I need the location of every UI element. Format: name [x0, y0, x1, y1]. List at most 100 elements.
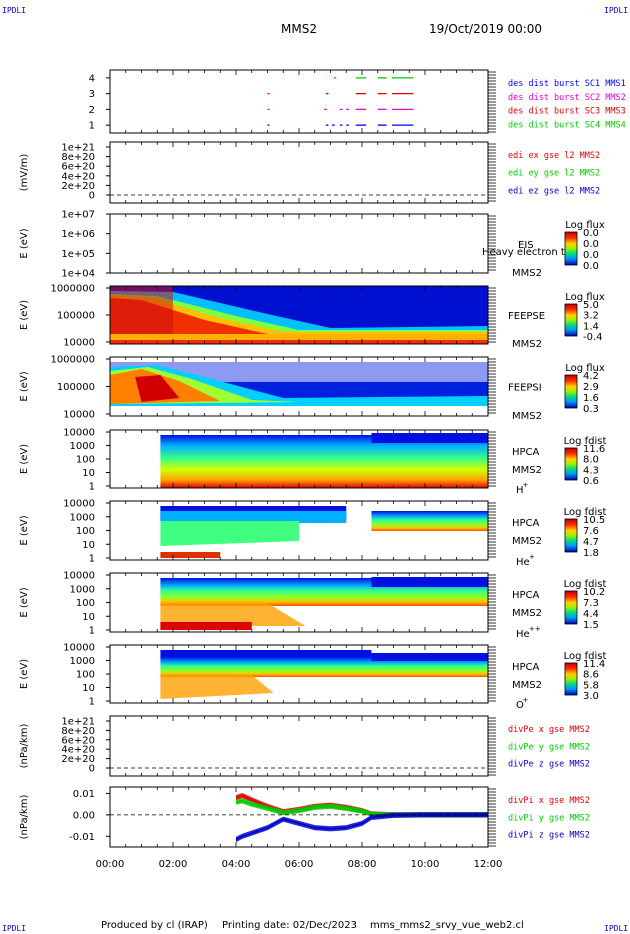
- eis-label2: MMS2: [512, 268, 542, 279]
- hpca_o-cbar-tick: 11.4: [583, 659, 605, 670]
- hpca_he2-label1: HPCA: [512, 590, 540, 601]
- edi-ytick-label: 0: [89, 191, 95, 202]
- hpca_he1-cbar-tick: 4.7: [583, 537, 599, 548]
- hpca_he2-upper-shift: [371, 577, 488, 587]
- hpca_h-cbar-title: Log fdist: [564, 436, 607, 447]
- dive-ytick-label: 4e+20: [61, 745, 95, 756]
- eis-cbar-title: Log flux: [565, 220, 605, 231]
- dive-ytick-label: 8e+20: [61, 726, 95, 737]
- hpca_he2-cbar-tick: 10.2: [583, 587, 605, 598]
- feepsi-red-band: [135, 375, 180, 402]
- feepsi-ytick-label: 10000: [63, 410, 95, 421]
- feepsi-label2: MMS2: [512, 411, 542, 422]
- eis-ytick-label: 1e+04: [61, 269, 95, 280]
- hpca_he1-cyan-band: [160, 511, 347, 523]
- hpca_he1-species: He: [516, 557, 530, 568]
- eis-ytick-label: 1e+07: [61, 210, 95, 221]
- hpca_he2-species-charge: ++: [529, 625, 541, 633]
- hpca_h-spectrum: [160, 435, 488, 488]
- hpca_he1-ytick-label: 10: [82, 540, 95, 551]
- edi-legend-1: edi ey gse l2 MMS2: [508, 169, 600, 179]
- divi-legend-2: divPi z gse MMS2: [508, 831, 590, 841]
- hpca_he1-low-band: [160, 552, 221, 558]
- hpca_he1-ytick-label: 10000: [63, 499, 95, 510]
- hpca_o-orange-region: [160, 675, 274, 699]
- hpca_h-species-charge: +: [523, 481, 529, 489]
- hpca_h-cbar-tick: 0.6: [583, 476, 599, 487]
- mission-title: MMS2: [281, 22, 317, 36]
- dive-legend-2: divPe z gse MMS2: [508, 760, 590, 770]
- divi-ylabel: (nPa/km): [19, 795, 30, 840]
- hpca_he2-ytick-label: 10: [82, 612, 95, 623]
- hpca_h-label1: HPCA: [512, 447, 540, 458]
- dive-ytick-label: 2e+20: [61, 754, 95, 765]
- hpca_h-cbar-tick: 8.0: [583, 455, 599, 466]
- hpca_o-species-charge: +: [523, 696, 529, 704]
- hpca_he1-label1: HPCA: [512, 518, 540, 529]
- eis-ytick-label: 1e+05: [61, 249, 95, 260]
- edi-frame: [109, 141, 489, 204]
- hpca_he2-ytick-label: 100: [76, 598, 95, 609]
- feepse-red-band: [110, 298, 488, 344]
- feepsi-label1: FEEPSI: [508, 383, 542, 394]
- divi-ytick-label: 0.01: [73, 789, 95, 800]
- hpca_o-late-top: [371, 653, 488, 661]
- hpca_he1-colorbar: [564, 518, 578, 553]
- burst-ytick-label: 1: [89, 121, 95, 132]
- feepse-cbar-tick: 5.0: [583, 300, 599, 311]
- hpca_h-colorbar: [564, 447, 578, 481]
- hpca_he1-cbar-tick: 7.6: [583, 526, 599, 537]
- hpca_he2-cbar-tick: 7.3: [583, 598, 599, 609]
- burst-ytick-label: 2: [89, 105, 95, 116]
- eis-cbar-tick: 0.0: [583, 261, 599, 272]
- eis-cbar-tick: 0.0: [583, 228, 599, 239]
- hpca_he2-ytick-label: 10000: [63, 571, 95, 582]
- burst-legend-2: des dist burst SC3 MMS3: [508, 107, 626, 117]
- feepse-label1: FEEPSE: [508, 311, 545, 322]
- hpca_he1-ytick-label: 100: [76, 526, 95, 537]
- hpca_o-cbar-tick: 8.6: [583, 670, 599, 681]
- hpca_h-species: H: [516, 485, 524, 496]
- eis-colorbar: [564, 231, 578, 266]
- edi-ytick-label: 6e+20: [61, 162, 95, 173]
- burst-legend-0: des dist burst SC1 MMS1: [508, 79, 626, 89]
- hpca_he2-ytick-label: 1: [89, 626, 95, 637]
- edi-legend-0: edi ex gse l2 MMS2: [508, 151, 600, 161]
- hpca_he2-red-band: [160, 622, 252, 630]
- hpca_h-label2: MMS2: [512, 465, 542, 476]
- hpca_o-top-band: [160, 650, 372, 658]
- hpca_he1-cbar-tick: 1.8: [583, 548, 599, 559]
- hpca_h-cbar-tick: 4.3: [583, 465, 599, 476]
- footer-script-name: mms_mms2_srvy_vue_web2.cl: [370, 920, 524, 931]
- eis-ytick-label: 1e+06: [61, 229, 95, 240]
- hpca_he1-cbar-title: Log fdist: [564, 507, 607, 518]
- feepse-early-region: [110, 286, 173, 334]
- hpca_he2-ytick-label: 1000: [70, 584, 95, 595]
- hpca_o-ylabel: E (eV): [19, 659, 30, 689]
- hpca_o-cbar-tick: 3.0: [583, 691, 599, 702]
- eis-cbar-tick: 0.0: [583, 239, 599, 250]
- hpca_he1-ylabel: E (eV): [19, 515, 30, 545]
- dive-legend-1: divPe y gse MMS2: [508, 742, 590, 752]
- feepse-cbar-tick: -0.4: [583, 332, 603, 343]
- feepse-ytick-label: 1000000: [50, 284, 95, 295]
- hpca_h-ylabel: E (eV): [19, 444, 30, 474]
- xaxis-tick-label: 12:00: [474, 859, 503, 870]
- corner-label-bottom-left: IPDLI: [2, 924, 27, 933]
- edi-ytick-label: 2e+20: [61, 181, 95, 192]
- burst-legend-1: des dist burst SC2 MMS2: [508, 93, 626, 103]
- hpca_o-ytick-label: 100: [76, 670, 95, 681]
- hpca_h-cbar-tick: 11.6: [583, 444, 605, 455]
- hpca_o-cbar-tick: 5.8: [583, 680, 599, 691]
- hpca_he2-ylabel: E (eV): [19, 587, 30, 617]
- eis-ylabel: E (eV): [19, 228, 30, 258]
- hpca_o-ytick-label: 1: [89, 697, 95, 708]
- feepsi-ylabel: E (eV): [19, 371, 30, 401]
- corner-label-top-left: IPDLI: [2, 6, 27, 15]
- burst-ytick-label: 3: [89, 89, 95, 100]
- hpca_o-ytick-label: 10: [82, 683, 95, 694]
- hpca_o-ytick-label: 1000: [70, 656, 95, 667]
- hpca_he1-late-band: [371, 511, 488, 531]
- burst-frame: [109, 69, 489, 134]
